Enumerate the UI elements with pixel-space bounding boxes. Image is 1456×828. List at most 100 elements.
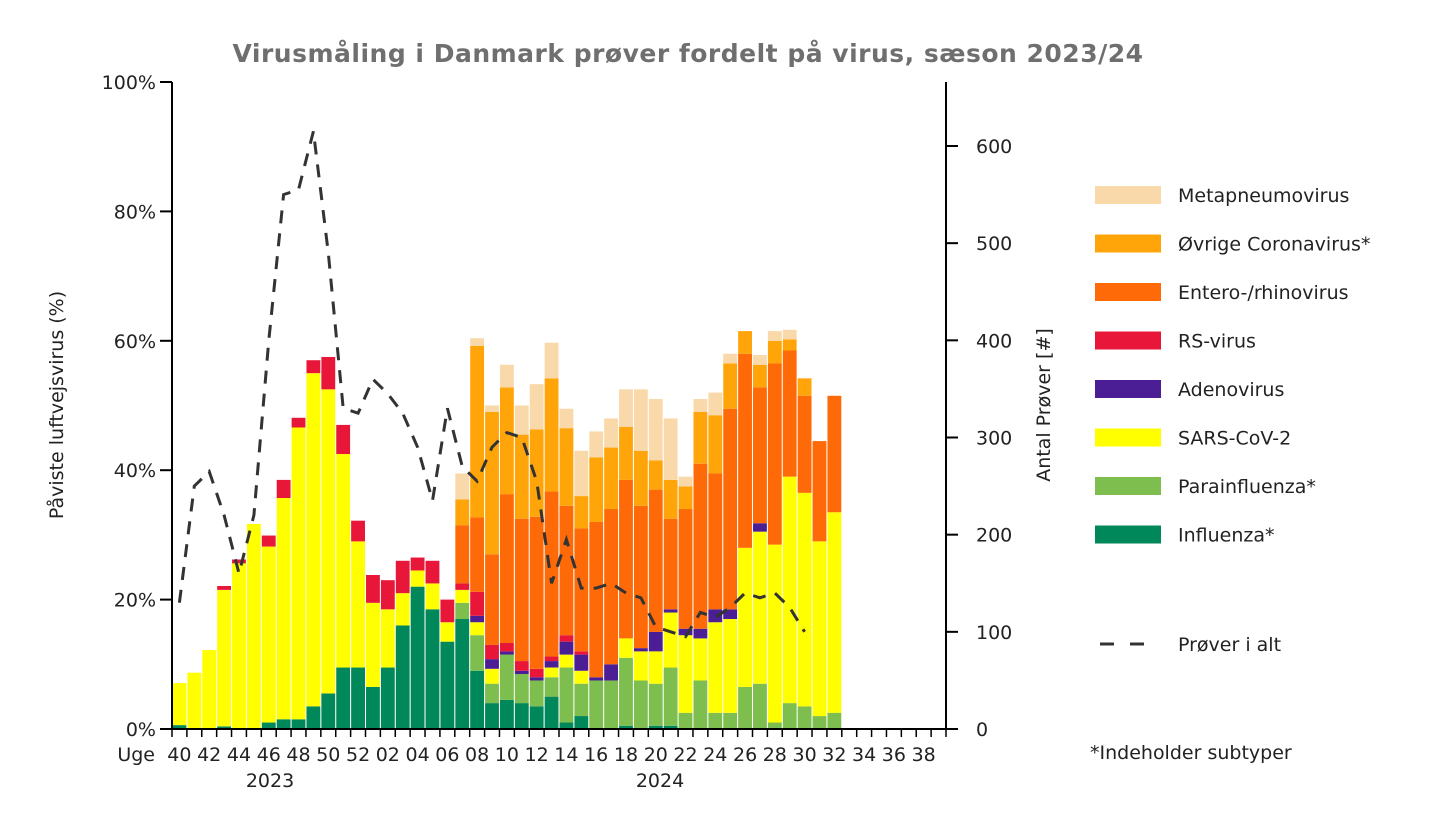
legend-swatch <box>1095 525 1161 544</box>
x-tick-label: 30 <box>793 744 817 766</box>
bar-segment <box>470 517 485 592</box>
bar-segment <box>336 454 351 668</box>
bar-segment <box>693 628 708 639</box>
bar-segment <box>380 609 395 668</box>
bar-segment <box>217 586 232 590</box>
bar-segment <box>574 654 589 671</box>
bar-segment <box>678 486 693 510</box>
bar-segment <box>291 417 306 428</box>
legend-swatch <box>1095 380 1161 398</box>
bar-segment <box>499 364 514 388</box>
bar-segment <box>589 457 604 522</box>
bar-segment <box>619 725 633 729</box>
bar-segment <box>708 622 723 713</box>
bar-segment <box>574 528 589 652</box>
bar-segment <box>619 638 633 658</box>
bar-segment <box>559 667 574 723</box>
bar-segment <box>425 583 440 610</box>
bar-segment <box>663 612 678 668</box>
bar-segment <box>455 525 470 584</box>
bar-segment <box>767 722 782 729</box>
bar-segment <box>366 686 380 729</box>
bar-segment <box>321 389 336 694</box>
bar-segment <box>455 499 470 526</box>
bar-segment <box>827 512 842 713</box>
bar-segment <box>738 353 752 548</box>
bar-segment <box>767 544 782 723</box>
bar-segment <box>648 631 663 652</box>
bar-segment <box>633 680 648 729</box>
bar-segment <box>723 408 738 610</box>
bar-segment <box>425 609 440 729</box>
bar-segment <box>633 389 648 451</box>
bar-segment <box>574 450 589 497</box>
bar-segment <box>514 703 529 729</box>
x-tick-label: 18 <box>614 744 638 766</box>
bar-segment <box>559 722 574 729</box>
bar-segment <box>455 602 470 620</box>
bar-segment <box>440 622 455 642</box>
bar-segment <box>395 625 410 729</box>
bar-segment <box>276 719 291 729</box>
left-tick-label: 0% <box>126 719 156 741</box>
bar-segment <box>589 521 604 678</box>
bar-segment <box>693 680 708 729</box>
bar-segment <box>648 489 663 632</box>
x-tick-label: 48 <box>286 744 310 766</box>
bar-segment <box>291 427 306 720</box>
bar-segment <box>232 559 246 564</box>
bar-segment <box>753 531 767 684</box>
bar-segment <box>470 622 485 636</box>
bar-segment <box>633 648 648 652</box>
legend: Metapneumovirus Øvrige Coronavirus* Entero… <box>1095 185 1370 656</box>
bar-segment <box>753 523 767 532</box>
bar-segment <box>246 523 261 729</box>
bar-segment <box>604 664 619 681</box>
x-tick-label: 12 <box>525 744 549 766</box>
bar-segment <box>514 518 529 662</box>
bar-segment <box>782 703 797 729</box>
legend-swatch <box>1095 234 1161 253</box>
bar-segment <box>633 505 648 649</box>
bar-segment <box>276 498 291 720</box>
bar-segment <box>529 680 544 707</box>
y2-axis-label: Antal Prøver [#] <box>1033 328 1055 482</box>
x-tick-label: 36 <box>882 744 906 766</box>
legend-swatch <box>1095 186 1161 204</box>
bar-segment <box>440 599 455 623</box>
bar-segment <box>470 615 485 623</box>
bar-segment <box>321 693 336 729</box>
legend-label: Metapneumovirus <box>1178 185 1349 207</box>
bar-segment <box>366 575 380 603</box>
bar-segment <box>559 408 574 429</box>
bar-segment <box>648 725 663 729</box>
bar-segment <box>544 378 559 492</box>
legend-label: Adenovirus <box>1178 379 1284 401</box>
bar-segment <box>619 426 633 480</box>
legend-label: SARS-CoV-2 <box>1178 428 1291 450</box>
bar-segment <box>827 395 842 513</box>
bar-segment <box>485 411 499 555</box>
bar-segment <box>648 460 663 490</box>
x-tick-label: 50 <box>316 744 340 766</box>
x-tick-label: 34 <box>852 744 876 766</box>
right-tick-label: 300 <box>976 428 1012 450</box>
x-tick-label: 04 <box>406 744 430 766</box>
bar-segment <box>336 667 351 729</box>
x-tick-label: 52 <box>346 744 370 766</box>
bar-segment <box>708 609 723 623</box>
bar-segment <box>544 491 559 657</box>
legend-swatch <box>1095 283 1161 301</box>
bar-segment <box>485 668 499 684</box>
bar-segment <box>499 387 514 495</box>
bar-segment <box>410 570 425 587</box>
right-axis: 0 100 200 300 400 500 600 Antal Prøver [#] <box>945 82 1055 741</box>
x-tick-label: 16 <box>584 744 608 766</box>
bar-segment <box>767 363 782 545</box>
x-tick-label: 20 <box>644 744 668 766</box>
bar-segment <box>529 677 544 681</box>
bar-segment <box>812 541 827 717</box>
bar-segment <box>455 619 470 729</box>
bar-segment <box>797 492 812 707</box>
